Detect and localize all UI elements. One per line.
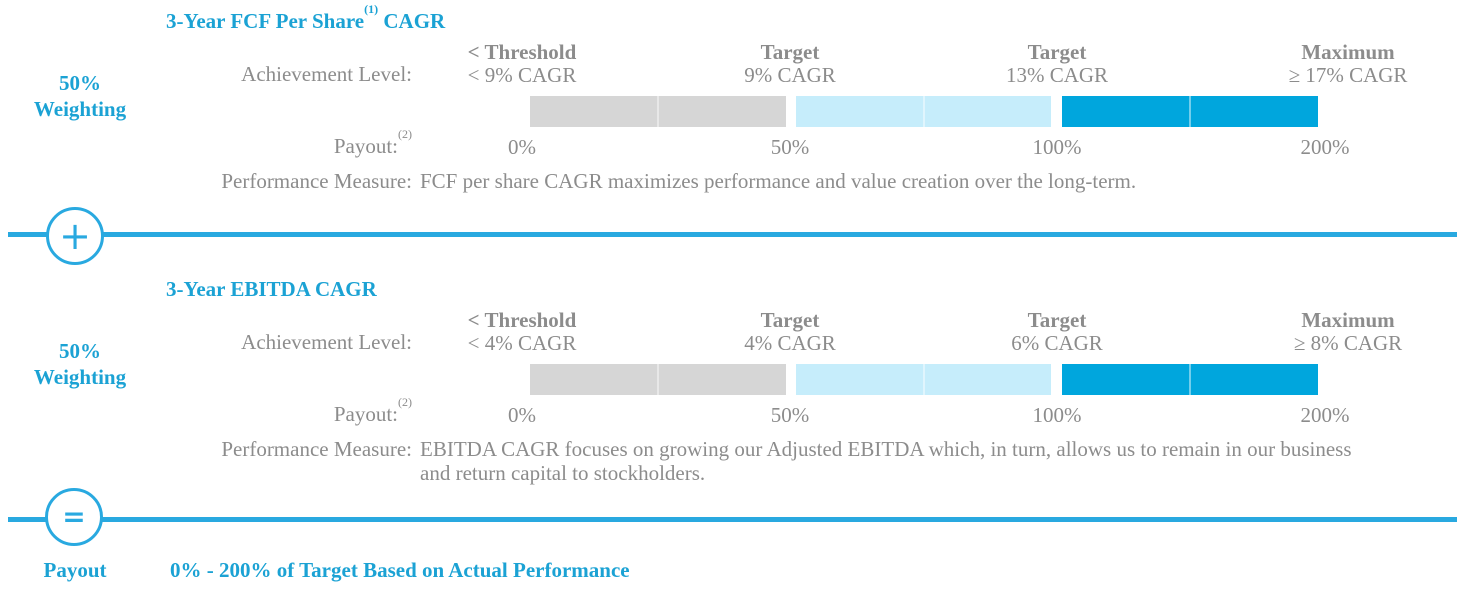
performance-measure-text: FCF per share CAGR maximizes performance… [420,169,1137,193]
divider-line [8,232,1457,237]
payout-value: 100% [1032,403,1082,427]
bar-segment-divider [657,96,659,127]
column-cagr: ≥ 8% CAGR [1293,331,1403,355]
weighting-percent: 50% [59,71,101,95]
achievement-level-label: Achievement Level: [241,62,412,86]
section-title: 3-Year EBITDA CAGR [166,272,377,301]
payout-value: 200% [1300,135,1350,159]
section-title-text: 3-Year FCF Per Share [166,9,365,33]
column-cagr: 4% CAGR [744,331,836,355]
weighting-percent: 50% [59,339,101,363]
column-cagr: 6% CAGR [1011,331,1103,355]
bar-segment-divider [657,364,659,395]
equals-icon: = [45,488,103,546]
footnote-marker: (2) [398,395,412,409]
equals-glyph: = [62,500,86,533]
footnote-marker: (1) [364,2,379,16]
column-header: Target 4% CAGR [670,309,910,355]
metric-section-ebitda: 3-Year EBITDA CAGR 50% Weighting Achieve… [0,268,1470,508]
bar-segment-divider [922,364,925,395]
payout-value: 0% [508,135,536,159]
column-level: Target [1027,40,1087,64]
column-header: Target 6% CAGR [937,309,1177,355]
bar-segment-below-target [530,96,786,127]
footer-payout-text: 0% - 200% of Target Based on Actual Perf… [170,558,630,582]
footer-payout-label: Payout [43,558,107,582]
column-level: Target [1027,308,1087,332]
payout-value: 0% [508,403,536,427]
performance-measure-label: Performance Measure: [221,437,412,461]
bar-segment-target-to-maximum [1062,364,1318,395]
achievement-level-label: Achievement Level: [241,330,412,354]
column-header: < Threshold < 4% CAGR [402,309,642,355]
payout-label: Payout:(2) [150,127,412,159]
column-header: Target 13% CAGR [937,41,1177,87]
section-title-text: 3-Year EBITDA CAGR [166,277,377,301]
weighting-word: Weighting [33,97,127,121]
performance-measure-text: EBITDA CAGR focuses on growing our Adjus… [420,437,1352,485]
metric-section-fcf: 3-Year FCF Per Share(1) CAGR 50% Weighti… [0,0,1470,240]
payout-label: Payout:(2) [150,395,412,427]
column-cagr: < 4% CAGR [467,331,577,355]
plus-icon: + [46,207,104,265]
payout-label-text: Payout: [333,134,398,158]
weighting-label: 50% Weighting [6,338,154,390]
bar-segment-divider [1189,96,1191,127]
column-cagr: < 9% CAGR [467,63,577,87]
column-cagr: 9% CAGR [744,63,836,87]
column-level: Target [760,308,820,332]
payout-value: 50% [770,403,810,427]
footnote-marker: (2) [398,127,412,141]
payout-value: 200% [1300,403,1350,427]
performance-measure-label: Performance Measure: [221,169,412,193]
weighting-word: Weighting [33,365,127,389]
column-cagr: ≥ 17% CAGR [1288,63,1408,87]
section-title: 3-Year FCF Per Share(1) CAGR [166,2,446,33]
payout-value: 50% [770,135,810,159]
column-cagr: 13% CAGR [1005,63,1109,87]
section-title-suffix: CAGR [378,9,446,33]
payout-value: 100% [1032,135,1082,159]
bar-segment-divider [922,96,925,127]
payout-label-text: Payout: [333,402,398,426]
bar-segment-target-range [796,364,1051,395]
column-level: < Threshold [467,308,577,332]
column-header: Maximum ≥ 8% CAGR [1228,309,1468,355]
column-header: < Threshold < 9% CAGR [402,41,642,87]
divider-line [8,517,1457,522]
column-level: Target [760,40,820,64]
bar-segment-target-range [796,96,1051,127]
bar-segment-target-to-maximum [1062,96,1318,127]
column-level: Maximum [1301,40,1395,64]
column-header: Target 9% CAGR [670,41,910,87]
bar-segment-divider [1189,364,1191,395]
weighting-label: 50% Weighting [6,70,154,122]
bar-segment-below-target [530,364,786,395]
plus-glyph: + [59,214,91,258]
column-header: Maximum ≥ 17% CAGR [1228,41,1468,87]
column-level: Maximum [1301,308,1395,332]
column-level: < Threshold [467,40,577,64]
